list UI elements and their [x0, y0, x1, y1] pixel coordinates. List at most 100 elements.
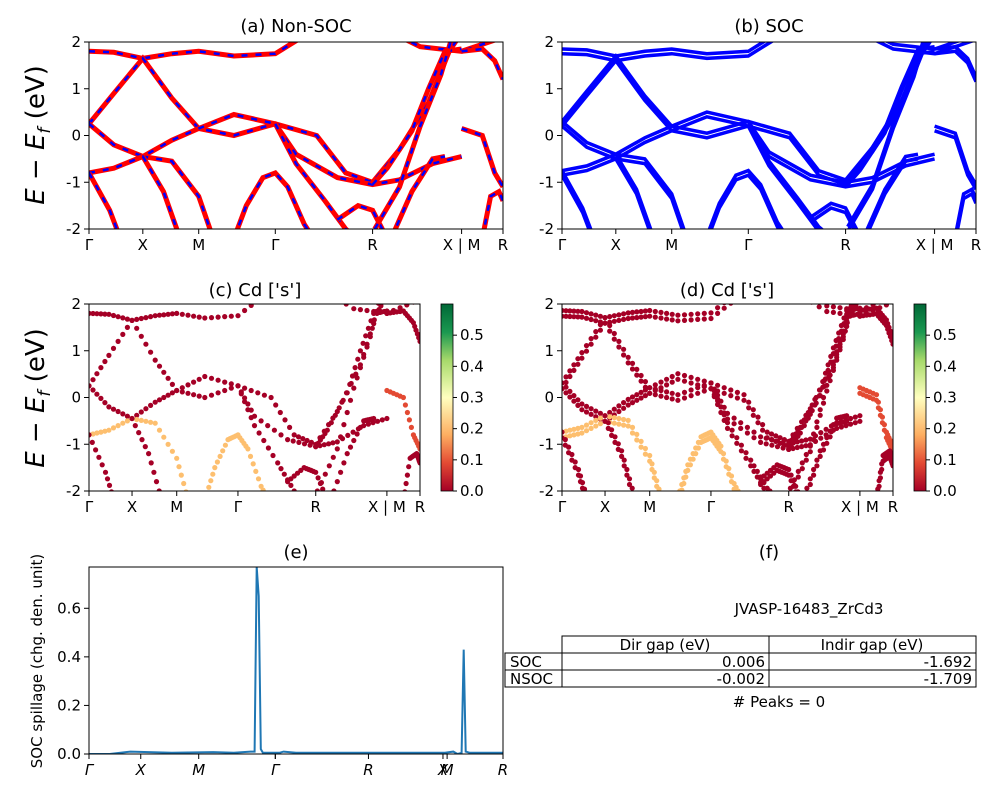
projected-band-point	[824, 388, 830, 394]
projected-band-point	[90, 387, 96, 393]
projected-band-point	[586, 500, 591, 505]
projected-band-point	[563, 379, 569, 386]
projected-band-point	[300, 436, 306, 442]
projected-band-point	[664, 376, 670, 382]
projected-band-point	[809, 408, 815, 414]
projected-band-point	[803, 437, 809, 443]
projected-band-point	[721, 305, 727, 311]
projected-band-point	[736, 494, 741, 499]
projected-band-point	[597, 322, 604, 328]
projected-band-point	[110, 406, 117, 412]
projected-band-point	[681, 317, 688, 323]
projected-band-point	[156, 427, 163, 433]
projected-band-point	[814, 457, 820, 463]
projected-band-point	[579, 308, 585, 315]
projected-band-point	[836, 330, 842, 336]
projected-band-point	[652, 314, 658, 320]
projected-band-point	[169, 390, 175, 396]
band-curve-soc	[614, 153, 653, 229]
projected-band-point	[642, 379, 649, 385]
projected-band-point	[341, 422, 347, 428]
projected-band-point	[212, 465, 218, 471]
projected-band-point	[320, 486, 326, 491]
projected-band-point	[763, 435, 769, 441]
projected-band-point	[857, 289, 862, 294]
projected-band-point	[582, 492, 587, 497]
projected-band-point	[406, 417, 412, 423]
y-tick-label: -2	[539, 220, 554, 238]
projected-band-point	[579, 314, 585, 320]
projected-band-point	[634, 309, 640, 315]
x-tick-label: X	[611, 236, 621, 254]
projected-band-point	[148, 460, 154, 466]
projected-band-point	[255, 476, 262, 482]
projected-band-point	[743, 450, 749, 456]
projected-band-point	[153, 479, 160, 485]
x-tick-label: M	[192, 761, 205, 779]
projected-band-point	[208, 478, 214, 484]
projected-band-point	[820, 394, 827, 401]
projected-band-point	[202, 394, 208, 401]
projected-band-point	[794, 285, 799, 290]
x-tick-label: Γ	[85, 761, 95, 779]
projected-band-point	[291, 432, 297, 438]
projected-band-point	[775, 497, 780, 502]
projected-band-point	[365, 421, 371, 427]
projected-band-point	[404, 409, 410, 416]
projected-band-point	[256, 430, 262, 436]
projected-band-point	[115, 423, 121, 429]
projected-band-point	[855, 299, 860, 304]
projected-band-point	[681, 378, 688, 384]
projected-band-point	[593, 318, 599, 324]
x-tick-label: X	[138, 236, 148, 254]
projected-band-point	[106, 352, 112, 358]
projected-band-point	[334, 479, 340, 485]
projected-band-point	[273, 402, 279, 408]
x-tick-label: Γ	[558, 498, 567, 516]
projected-band-point	[824, 435, 830, 441]
projected-band-point	[649, 461, 655, 467]
panel-d-x-ticks: Γ X M Γ R X | M R	[558, 491, 898, 516]
projected-band-point	[787, 485, 794, 491]
projected-band-point	[804, 491, 809, 496]
projected-band-point	[357, 307, 363, 313]
projected-band-point	[830, 362, 837, 368]
projected-band-point	[724, 420, 731, 426]
projected-band-point	[371, 415, 377, 422]
projected-band-point	[571, 367, 577, 373]
projected-band-point	[235, 383, 241, 389]
projected-band-point	[120, 411, 126, 417]
projected-band-point	[625, 310, 631, 316]
projected-band-point	[571, 308, 577, 314]
projected-band-point	[94, 391, 100, 397]
projected-band-point	[611, 318, 617, 324]
projected-band-point	[848, 421, 854, 427]
y-tick-label: 2	[71, 295, 81, 313]
projected-band-point	[798, 495, 803, 500]
projected-band-point	[616, 312, 622, 318]
projected-band-point	[669, 396, 675, 402]
projected-band-point	[817, 412, 823, 418]
projected-band-point	[629, 360, 636, 366]
x-tick-label: X | M	[841, 498, 879, 516]
projected-band-point	[616, 408, 622, 415]
projected-band-point	[738, 425, 744, 431]
band-curve-soc	[562, 42, 961, 58]
projected-band-point	[382, 296, 387, 301]
projected-band-point	[626, 481, 633, 488]
projected-band-point	[174, 387, 180, 394]
projected-band-point	[675, 376, 681, 382]
panel-a-y-ticks: -2 -1 0 1 2	[66, 33, 89, 238]
projected-band-point	[708, 315, 714, 322]
projected-band-point	[217, 453, 223, 459]
projected-band-point	[801, 495, 806, 500]
projected-band-point	[647, 452, 653, 459]
projected-band-point	[852, 420, 858, 426]
projected-band-point	[758, 434, 764, 440]
projected-band-point	[701, 388, 707, 394]
projected-band-point	[255, 390, 261, 396]
projected-band-point	[325, 498, 330, 503]
band-curve-soc	[746, 125, 820, 229]
projected-band-point	[294, 491, 299, 496]
projected-band-point	[607, 414, 613, 420]
